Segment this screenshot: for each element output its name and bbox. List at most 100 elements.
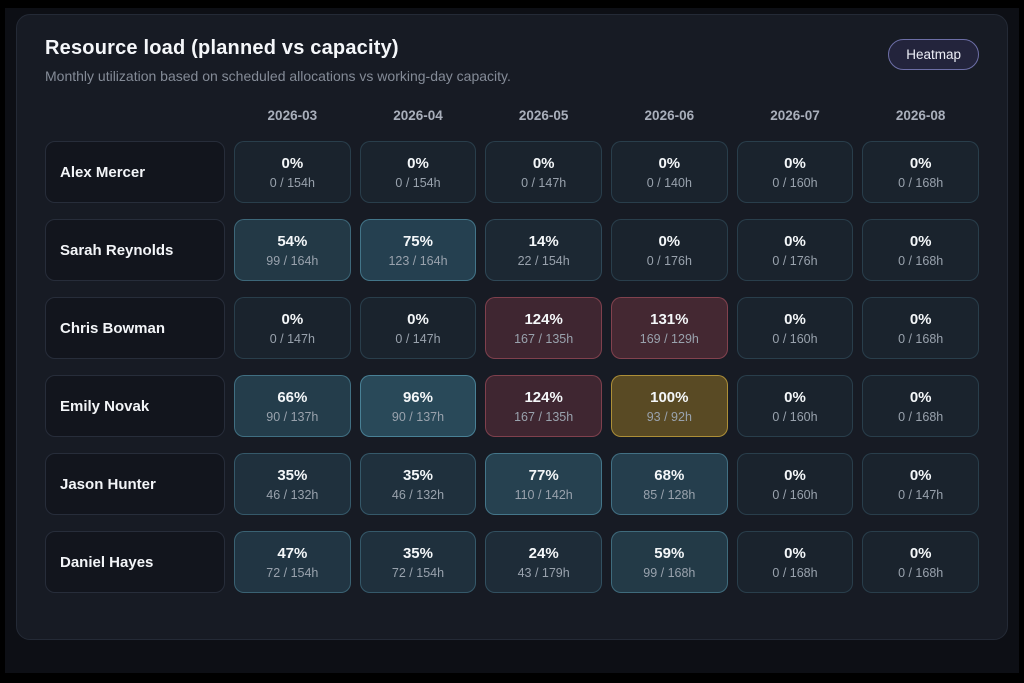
heatmap-grid: 2026-03 2026-04 2026-05 2026-06 2026-07 2026-… (45, 108, 979, 593)
cell-utilization-pct: 131% (650, 310, 689, 328)
cell-utilization-pct: 0% (784, 154, 806, 172)
cell-hours: 0 / 147h (898, 487, 944, 502)
heatmap-cell: 0% 0 / 140h (610, 141, 728, 203)
resource-name: Daniel Hayes (45, 531, 225, 593)
cell-utilization-pct: 0% (909, 466, 932, 484)
cell-utilization-pct: 0% (784, 232, 806, 250)
cell-utilization-pct: 0% (407, 154, 429, 172)
cell-hours: 123 / 164h (388, 253, 448, 268)
cell-hours: 99 / 168h (643, 565, 696, 580)
heatmap-cell: 66% 90 / 137h (234, 375, 351, 437)
heatmap-cell: 0% 0 / 168h (862, 141, 979, 203)
cell-utilization-pct: 100% (650, 388, 689, 406)
cell-hours: 22 / 154h (517, 253, 570, 268)
heatmap-cell: 0% 0 / 176h (610, 219, 728, 281)
cell-utilization-pct: 14% (528, 232, 559, 250)
heatmap-cell: 0% 0 / 147h (862, 453, 979, 515)
cell-utilization-pct: 35% (402, 544, 433, 562)
cell-hours: 0 / 147h (269, 331, 315, 346)
resource-name: Sarah Reynolds (45, 219, 225, 281)
cell-utilization-pct: 96% (402, 388, 433, 406)
heatmap-cell: 0% 0 / 147h (359, 297, 477, 359)
heatmap-cell: 0% 0 / 168h (736, 531, 854, 593)
cell-hours: 46 / 132h (266, 487, 319, 502)
heatmap-cell: 14% 22 / 154h (485, 219, 602, 281)
cell-utilization-pct: 0% (909, 154, 932, 172)
cell-hours: 169 / 129h (639, 331, 699, 346)
heatmap-cell: 124% 167 / 135h (485, 375, 602, 437)
cell-utilization-pct: 47% (277, 544, 308, 562)
cell-utilization-pct: 0% (281, 154, 304, 172)
heatmap-cell: 59% 99 / 168h (610, 531, 728, 593)
cell-hours: 72 / 154h (391, 565, 445, 580)
grid-corner (45, 108, 225, 125)
cell-utilization-pct: 66% (277, 388, 308, 406)
heatmap-cell: 77% 110 / 142h (485, 453, 602, 515)
page-title: Resource load (planned vs capacity) (45, 37, 399, 59)
resource-name: Emily Novak (45, 375, 225, 437)
heatmap-cell: 47% 72 / 154h (234, 531, 351, 593)
cell-utilization-pct: 124% (524, 310, 563, 328)
cell-hours: 0 / 160h (772, 409, 818, 424)
cell-utilization-pct: 0% (658, 232, 681, 250)
cell-utilization-pct: 0% (658, 154, 681, 172)
cell-hours: 85 / 128h (643, 487, 696, 502)
card-header: Resource load (planned vs capacity) Mont… (45, 37, 979, 84)
heatmap-cell: 0% 0 / 154h (234, 141, 351, 203)
cell-hours: 0 / 168h (898, 565, 944, 580)
heatmap-cell: 35% 72 / 154h (359, 531, 477, 593)
heatmap-cell: 35% 46 / 132h (359, 453, 477, 515)
cell-hours: 0 / 168h (898, 331, 944, 346)
cell-utilization-pct: 0% (281, 310, 304, 328)
heatmap-cell: 0% 0 / 147h (485, 141, 602, 203)
cell-hours: 0 / 176h (772, 253, 818, 268)
cell-hours: 0 / 147h (521, 175, 567, 190)
cell-hours: 0 / 168h (898, 175, 944, 190)
resource-name: Chris Bowman (45, 297, 225, 359)
cell-utilization-pct: 0% (784, 388, 806, 406)
cell-utilization-pct: 24% (528, 544, 559, 562)
heatmap-cell: 0% 0 / 160h (736, 453, 854, 515)
heatmap-cell: 0% 0 / 160h (736, 141, 854, 203)
cell-hours: 0 / 176h (646, 253, 692, 268)
cell-utilization-pct: 75% (402, 232, 433, 250)
heatmap-cell: 54% 99 / 164h (234, 219, 351, 281)
cell-utilization-pct: 77% (528, 466, 559, 484)
cell-hours: 110 / 142h (514, 487, 573, 502)
resource-name: Alex Mercer (45, 141, 225, 203)
cell-utilization-pct: 0% (909, 544, 932, 562)
cell-hours: 0 / 154h (395, 175, 441, 190)
heatmap-cell: 124% 167 / 135h (485, 297, 602, 359)
cell-hours: 43 / 179h (517, 565, 570, 580)
heatmap-cell: 0% 0 / 168h (862, 297, 979, 359)
cell-hours: 90 / 137h (391, 409, 445, 424)
heatmap-cell: 0% 0 / 147h (234, 297, 351, 359)
cell-utilization-pct: 0% (784, 310, 806, 328)
heatmap-cell: 0% 0 / 168h (862, 219, 979, 281)
cell-hours: 0 / 154h (269, 175, 315, 190)
cell-hours: 93 / 92h (646, 409, 692, 424)
heatmap-cell: 131% 169 / 129h (610, 297, 728, 359)
column-header-2026-07: 2026-07 (770, 108, 820, 123)
heatmap-cell: 0% 0 / 176h (736, 219, 854, 281)
cell-hours: 72 / 154h (266, 565, 319, 580)
cell-hours: 90 / 137h (266, 409, 319, 424)
cell-hours: 0 / 168h (772, 565, 818, 580)
heatmap-cell: 0% 0 / 160h (736, 297, 854, 359)
column-header-2026-05: 2026-05 (518, 108, 569, 123)
cell-utilization-pct: 59% (654, 544, 685, 562)
cell-utilization-pct: 124% (524, 388, 563, 406)
resource-load-card: Resource load (planned vs capacity) Mont… (16, 14, 1008, 640)
cell-utilization-pct: 0% (532, 154, 555, 172)
heatmap-view-button[interactable]: Heatmap (888, 39, 979, 70)
cell-utilization-pct: 0% (784, 544, 806, 562)
header-text: Resource load (planned vs capacity) Mont… (45, 37, 511, 84)
heatmap-cell: 100% 93 / 92h (610, 375, 728, 437)
cell-hours: 99 / 164h (266, 253, 319, 268)
column-header-2026-08: 2026-08 (895, 108, 946, 123)
heatmap-cell: 68% 85 / 128h (610, 453, 728, 515)
cell-hours: 0 / 160h (772, 175, 818, 190)
cell-utilization-pct: 35% (402, 466, 433, 484)
heatmap-cell: 75% 123 / 164h (359, 219, 477, 281)
app-page: Resource load (planned vs capacity) Mont… (5, 8, 1019, 673)
